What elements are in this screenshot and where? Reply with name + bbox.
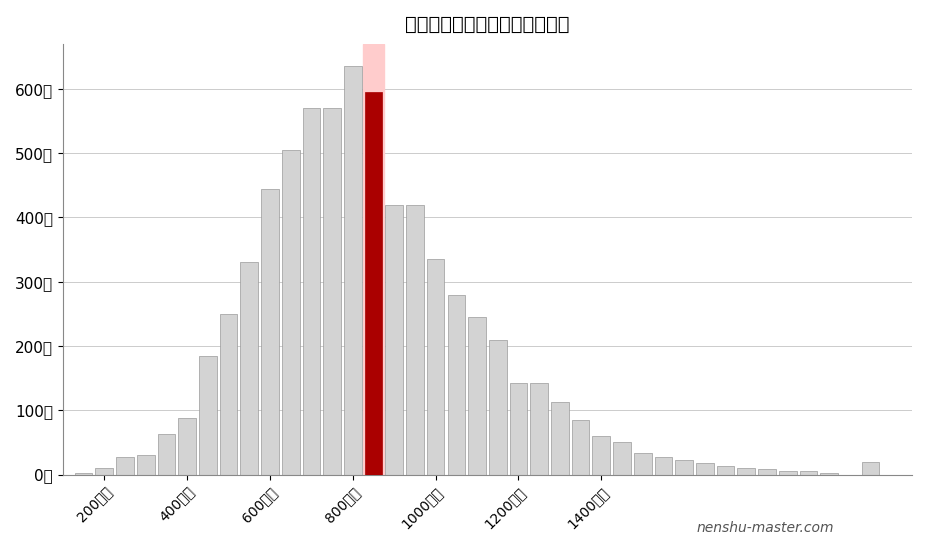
Bar — [261, 188, 279, 475]
Bar — [717, 466, 734, 475]
Bar — [758, 470, 776, 475]
Bar — [613, 442, 631, 475]
Bar — [158, 434, 175, 475]
Bar — [510, 383, 527, 475]
Bar — [240, 262, 258, 475]
Bar — [220, 314, 237, 475]
Bar — [530, 383, 548, 475]
Bar — [862, 462, 880, 475]
Bar — [696, 463, 714, 475]
Bar — [654, 457, 672, 475]
Bar — [137, 455, 155, 475]
Bar — [363, 44, 384, 475]
Bar — [324, 108, 341, 475]
Bar — [592, 436, 610, 475]
Bar — [820, 473, 838, 475]
Bar — [676, 461, 693, 475]
Bar — [572, 420, 590, 475]
Bar — [489, 340, 507, 475]
Bar — [282, 150, 299, 475]
Bar — [95, 468, 113, 475]
Bar — [178, 418, 196, 475]
Bar — [302, 108, 320, 475]
Bar — [75, 473, 93, 475]
Bar — [364, 92, 382, 475]
Bar — [199, 355, 217, 475]
Bar — [738, 468, 756, 475]
Bar — [551, 402, 569, 475]
Title: トヨタ自動車の年収ポジション: トヨタ自動車の年収ポジション — [405, 15, 570, 34]
Bar — [634, 453, 652, 475]
Bar — [406, 204, 424, 475]
Bar — [448, 295, 465, 475]
Bar — [800, 471, 818, 475]
Bar — [344, 66, 362, 475]
Text: nenshu-master.com: nenshu-master.com — [697, 521, 834, 535]
Bar — [468, 317, 486, 475]
Bar — [386, 204, 403, 475]
Bar — [426, 259, 445, 475]
Bar — [116, 457, 133, 475]
Bar — [779, 471, 796, 475]
